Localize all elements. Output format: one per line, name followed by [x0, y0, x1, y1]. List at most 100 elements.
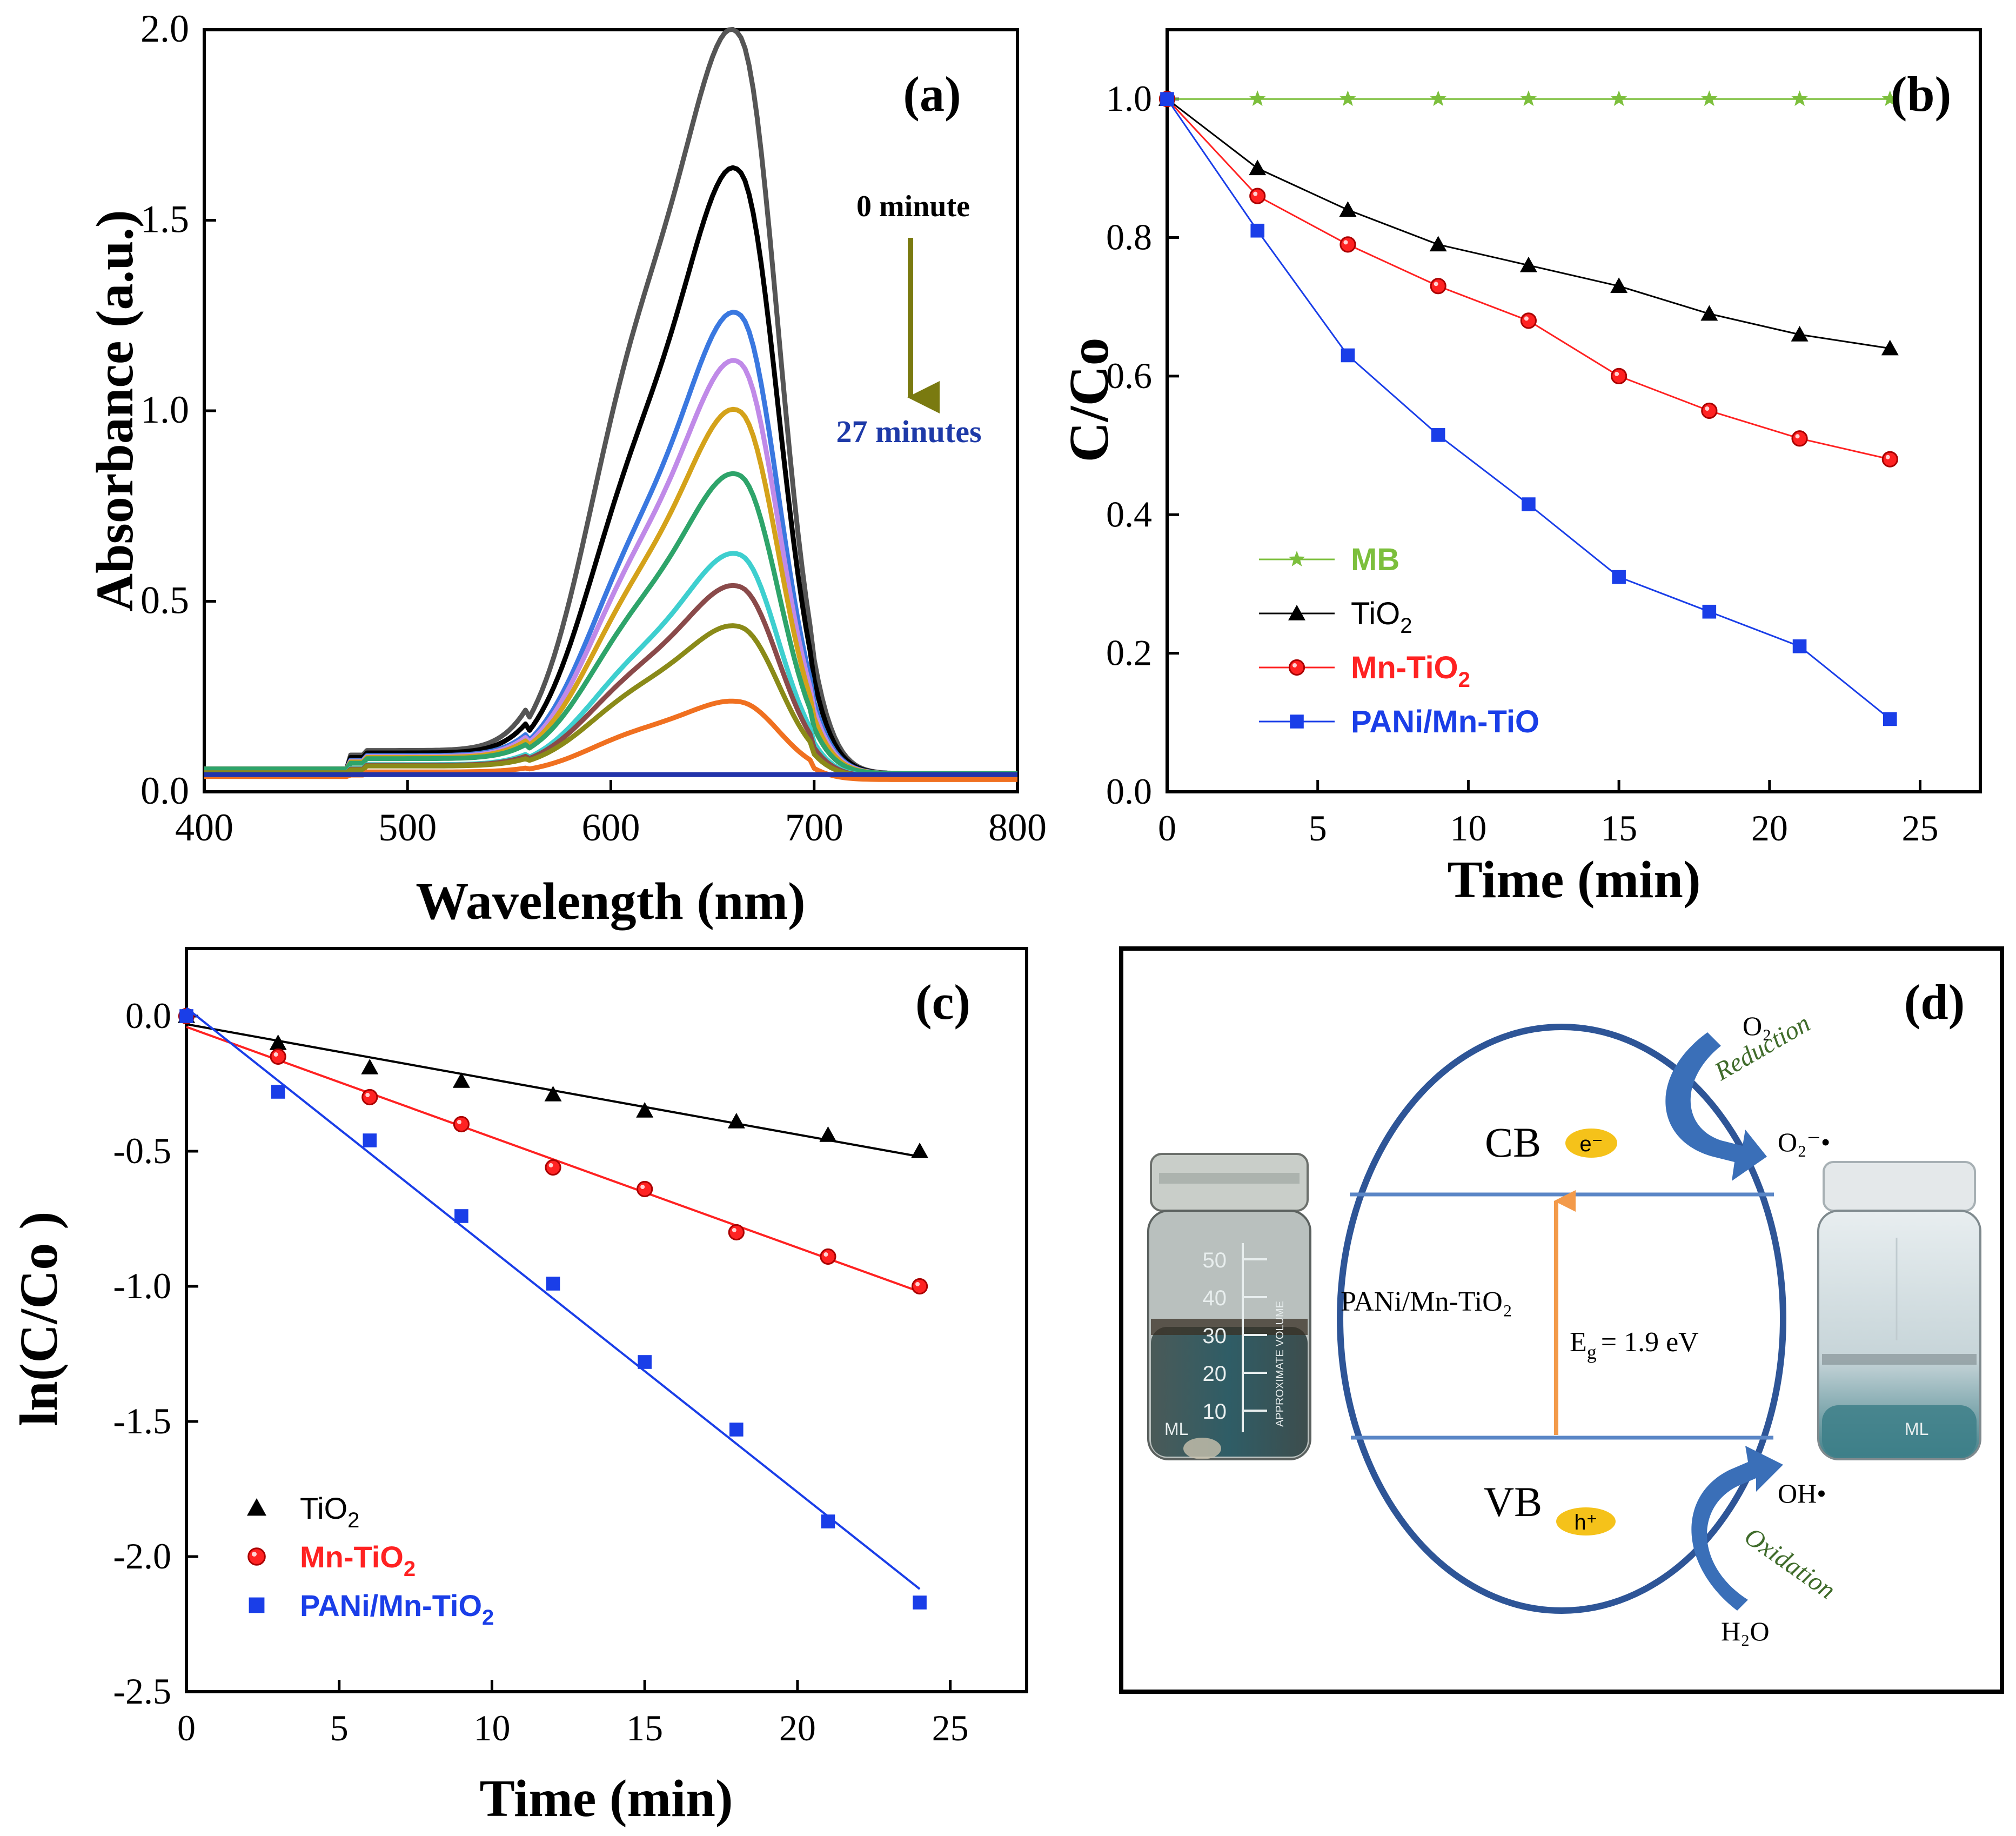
c-point-1 [728, 1224, 745, 1241]
superoxide-label: O₂⁻• [1778, 1127, 1830, 1157]
b-legend-text: Mn-TiO [1351, 650, 1458, 685]
c-legend-marker-highlight [252, 1552, 257, 1557]
spectrum-0 [204, 26, 1017, 776]
b-point-3 [1522, 497, 1536, 511]
b-legend-sub: 2 [1400, 614, 1412, 638]
c-point-1-highlight [640, 1185, 645, 1189]
c-point-2 [271, 1085, 285, 1099]
b-point-2 [1430, 278, 1446, 295]
b-point-1 [1791, 326, 1809, 342]
panel-c-xtick-label: 10 [473, 1707, 510, 1748]
c-point-1 [545, 1159, 561, 1176]
spectrum-8 [204, 623, 1017, 779]
panel-b-frame [1166, 28, 1982, 793]
c-point-0 [911, 1143, 929, 1158]
b-point-2 [1611, 368, 1627, 385]
panel-b-ytick-label: 0.2 [1106, 632, 1152, 673]
b-line-1 [1167, 98, 1891, 350]
panel-b-xtick-label: 15 [1600, 807, 1637, 849]
c-legend-label: Mn-TiO2 [300, 1540, 416, 1581]
jar-right-ml: ML [1905, 1419, 1928, 1439]
b-point-1 [1700, 305, 1718, 321]
b-point-0 [1339, 90, 1356, 106]
jar-left-ml: ML [1164, 1419, 1188, 1439]
c-point-1-highlight [732, 1228, 736, 1232]
c-point-0 [544, 1086, 562, 1101]
oh-label: OH• [1778, 1478, 1826, 1508]
b-point-3 [1431, 428, 1445, 442]
material-label: PANi/Mn-TiO₂ [1341, 1286, 1512, 1317]
panel-b-ylabel: C/Co [1058, 337, 1120, 462]
panel-b-ytick-label: 0.0 [1106, 771, 1152, 812]
panel-c-label: (c) [915, 974, 970, 1030]
panel-b-label: (b) [1891, 66, 1951, 122]
b-point-1 [1610, 277, 1628, 293]
b-point-2-highlight [1615, 371, 1619, 376]
c-legend-sub: 2 [482, 1606, 494, 1630]
c-legend-text: PANi/Mn-TiO [300, 1588, 482, 1623]
b-point-3 [1341, 348, 1355, 363]
b-legend-label: MB [1351, 542, 1399, 577]
c-fit-line-2 [185, 1007, 921, 1590]
panel-a-xtick-label: 800 [988, 806, 1047, 849]
jar-before-photo: 50 40 30 20 10 APPROXIMATE VOLUME ML [1147, 1153, 1311, 1460]
b-legend-marker-highlight [1292, 663, 1297, 667]
panel-c-xlabel: Time (min) [479, 1770, 733, 1828]
panel-b-ytick-label: 1.0 [1106, 78, 1152, 119]
panel-a-xtick-label: 400 [175, 806, 233, 849]
panel-a: 400 500 600 700 800 0.0 0.5 1.0 1.5 2.0 (a) 0 min… [86, 7, 1047, 931]
c-point-2 [546, 1277, 560, 1291]
b-point-2-highlight [1795, 434, 1800, 439]
panel-a-xtick-label: 500 [378, 806, 437, 849]
b-point-1 [1339, 201, 1357, 217]
c-legend-text: TiO [300, 1491, 347, 1525]
jar-side-text: APPROXIMATE VOLUME [1274, 1301, 1286, 1427]
oxidation-arrow [1691, 1446, 1783, 1611]
c-point-1 [637, 1180, 653, 1198]
panel-c-ytick-label: -1.0 [113, 1265, 171, 1306]
electron-text: e⁻ [1579, 1132, 1603, 1156]
b-point-3 [1702, 604, 1717, 619]
panel-b-curves [1158, 90, 1899, 726]
panel-b-xlabel: Time (min) [1447, 851, 1700, 909]
c-point-0 [269, 1034, 287, 1050]
c-point-1 [453, 1116, 470, 1133]
c-point-2 [454, 1209, 468, 1223]
c-point-2 [821, 1514, 835, 1528]
bandgap-label: Eg = 1.9 eV [1570, 1327, 1699, 1363]
b-legend-text: MB [1351, 542, 1399, 577]
c-legend-marker [249, 1597, 265, 1613]
panel-a-xlabel: Wavelength (nm) [416, 872, 805, 931]
hole-badge [1556, 1507, 1616, 1535]
panel-d-mechanism: (d) 50 40 30 20 10 APPROXIMATE VOLUME ML [1119, 946, 2004, 1694]
panel-c-xtick-label: 5 [330, 1707, 349, 1748]
jar-scale-30: 30 [1203, 1324, 1227, 1348]
vb-label: VB [1484, 1478, 1542, 1525]
panel-c-xtick-label: 25 [932, 1707, 969, 1748]
panel-c-ytick-label: -2.5 [113, 1671, 171, 1712]
panel-c-ticks: 0 5 10 15 20 25 0.0 -0.5 -1.0 -1.5 -2.0 -2.5 [113, 995, 968, 1748]
b-point-0 [1610, 90, 1627, 106]
panel-a-label: (a) [903, 66, 961, 122]
c-point-0 [361, 1059, 379, 1074]
panel-a-curves [204, 26, 1017, 782]
c-point-1-highlight [823, 1252, 828, 1257]
c-point-0 [452, 1072, 470, 1088]
c-legend-label: TiO2 [300, 1491, 359, 1532]
b-point-2 [1791, 430, 1808, 447]
panel-a-ytick-label: 1.5 [140, 198, 189, 241]
c-point-1-highlight [915, 1282, 920, 1286]
b-point-2 [1249, 188, 1266, 204]
jar-scale-50: 50 [1203, 1249, 1227, 1272]
panel-c: 0 5 10 15 20 25 0.0 -0.5 -1.0 -1.5 -2.0 -2.5 (c) Ti… [9, 947, 1028, 1828]
b-point-2-highlight [1885, 455, 1890, 459]
reduction-arrow [1665, 1032, 1767, 1181]
c-legend-sub: 2 [347, 1508, 359, 1532]
b-point-3 [1792, 639, 1807, 653]
panel-b-xtick-label: 5 [1309, 807, 1327, 849]
c-point-1 [820, 1248, 836, 1265]
o2-label: O₂ [1743, 1011, 1772, 1041]
panel-b-xtick-label: 0 [1158, 807, 1176, 849]
